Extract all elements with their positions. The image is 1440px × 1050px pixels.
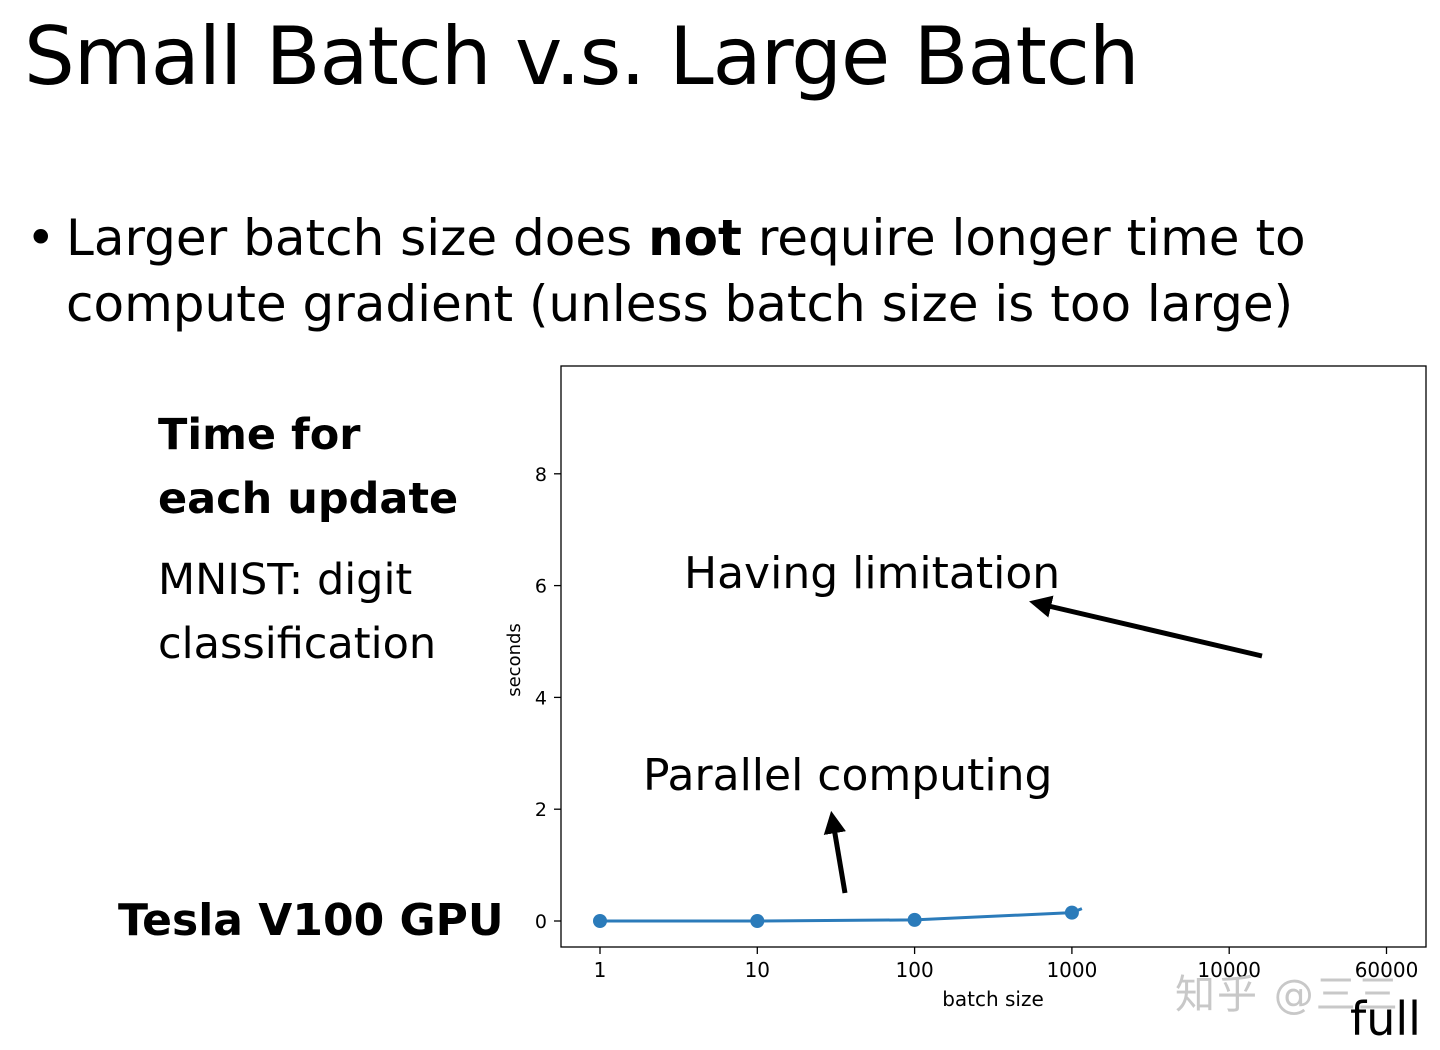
x-tick-label: 10000 [1197, 958, 1261, 982]
arrow-parallel-computing [823, 810, 848, 894]
annotation-having-limitation: Having limitation [684, 548, 1060, 599]
x-tick-label: 10 [745, 958, 770, 982]
y-axis: 0 2 4 6 8 [535, 464, 561, 933]
bullet-text-part2: require longer time to [741, 209, 1306, 267]
x-tick-label: 100 [896, 958, 934, 982]
y-axis-label: seconds [504, 623, 525, 697]
arrow-having-limitation [1029, 595, 1263, 659]
bullet-text-line2: compute gradient (unless batch size is t… [66, 275, 1294, 333]
slide-title: Small Batch v.s. Large Batch [24, 10, 1140, 103]
x-axis: 1 10 100 1000 10000 60000 [594, 947, 1419, 982]
y-tick-label: 8 [535, 464, 547, 486]
series-line [600, 907, 1083, 923]
plot-frame [560, 365, 1427, 948]
bullet-text-bold: not [648, 209, 742, 267]
full-label: full [1350, 992, 1421, 1046]
data-point [1064, 905, 1079, 920]
y-tick-label: 6 [535, 576, 547, 598]
gpu-label: Tesla V100 GPU [118, 895, 504, 946]
data-point [907, 912, 922, 927]
y-tick-label: 4 [535, 687, 547, 709]
bullet-dot: • [26, 209, 56, 267]
data-point [750, 914, 765, 928]
x-tick-label: 1 [594, 958, 607, 982]
bullet-text: Larger batch size does not require longe… [66, 205, 1306, 337]
x-axis-label: batch size [942, 987, 1044, 1011]
data-point [593, 914, 607, 928]
side-heading-line2: each update [158, 474, 459, 524]
side-sub-line1: MNIST: digit [158, 555, 413, 605]
series-group [593, 905, 1083, 928]
side-sub-line2: classification [158, 619, 437, 669]
y-tick-label: 0 [535, 911, 547, 933]
annotation-parallel-computing: Parallel computing [643, 750, 1052, 801]
y-tick-label: 2 [535, 799, 547, 821]
x-tick-label: 1000 [1046, 958, 1097, 982]
x-tick-label: 60000 [1355, 958, 1419, 982]
watermark: 知乎 @三三 [1175, 972, 1400, 1018]
bullet-text-part1: Larger batch size does [66, 209, 649, 267]
side-heading-line1: Time for [158, 410, 361, 460]
